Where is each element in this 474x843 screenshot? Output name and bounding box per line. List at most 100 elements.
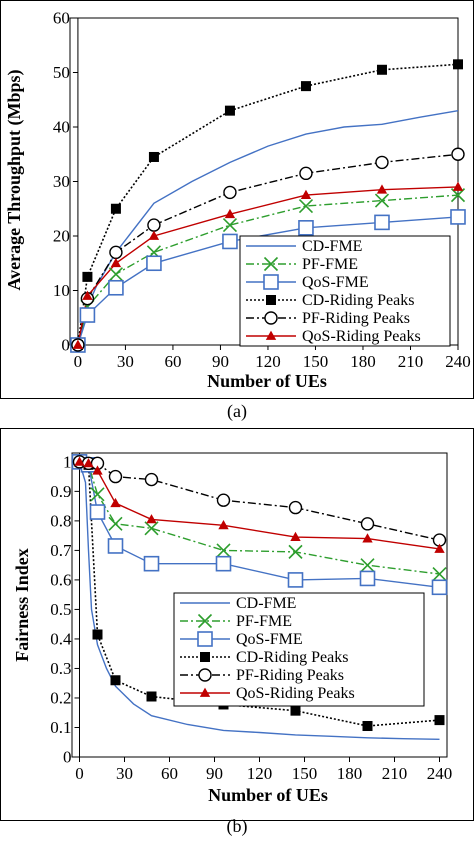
data-point <box>147 218 161 232</box>
data-point <box>218 519 229 530</box>
x-tick-label: 90 <box>212 352 229 371</box>
x-tick-label: 60 <box>161 764 178 783</box>
x-tick-label: 150 <box>303 352 329 371</box>
x-tick-label: 210 <box>398 352 424 371</box>
data-point <box>92 629 103 640</box>
data-point <box>434 543 445 553</box>
y-tick-label: 0.1 <box>50 718 71 737</box>
data-point <box>375 155 389 170</box>
data-point <box>376 184 388 194</box>
data-point <box>108 469 123 484</box>
data-point <box>110 675 121 686</box>
series-line <box>77 186 459 346</box>
x-tick-label: 30 <box>117 352 134 371</box>
chart-panel-a: 0 10 20 30 40 50 60 0 30 60 90 120 150 180 210 240 Numb… <box>0 0 474 399</box>
y-tick-label: 10 <box>53 281 70 300</box>
data-point <box>374 214 390 231</box>
y-tick-label: 50 <box>53 63 70 82</box>
data-point <box>109 245 123 260</box>
data-point <box>143 555 160 572</box>
data-point <box>215 555 232 572</box>
x-axis-label: Number of UEs <box>208 785 328 805</box>
y-tick-label: 0.2 <box>50 688 71 707</box>
legend-swatch-marker <box>265 330 277 340</box>
x-tick-label: 120 <box>247 764 273 783</box>
caption-b: (b) <box>227 816 248 837</box>
data-point <box>452 181 464 191</box>
legend-entry-label: CD-Riding Peaks <box>236 649 348 666</box>
legend-swatch-marker <box>200 652 210 662</box>
data-point <box>148 230 160 240</box>
legend-entry-label: PF-FME <box>302 256 358 273</box>
series-line <box>79 461 440 550</box>
data-point <box>108 279 124 296</box>
y-tick-label: 0 <box>63 748 72 767</box>
y-tick-label: 20 <box>53 227 70 246</box>
data-point <box>362 721 373 732</box>
y-tick-label: 0.9 <box>50 482 71 501</box>
data-point <box>360 558 375 573</box>
x-tick-label: 150 <box>292 764 318 783</box>
legend-swatch-marker <box>199 687 211 697</box>
x-tick-label: 210 <box>382 764 408 783</box>
x-axis-label: Number of UEs <box>207 371 327 391</box>
data-point <box>79 307 96 323</box>
data-point <box>82 290 93 300</box>
series-line <box>77 153 459 346</box>
y-tick-label: 0.6 <box>50 570 71 589</box>
y-tick-label: 30 <box>53 172 70 191</box>
legend-entry-label: PF-Riding Peaks <box>302 310 410 327</box>
data-point <box>223 185 237 200</box>
y-tick-label: 0.4 <box>50 629 72 648</box>
legend-swatch-marker <box>264 311 278 325</box>
data-point <box>360 517 375 531</box>
x-tick-label: 90 <box>206 764 223 783</box>
data-point <box>299 166 313 181</box>
data-point <box>224 105 235 116</box>
data-point <box>432 566 447 582</box>
data-point <box>92 465 103 475</box>
y-tick-label: 0.7 <box>50 541 72 560</box>
data-point <box>288 544 303 559</box>
data-point <box>72 339 84 349</box>
data-point <box>82 271 93 282</box>
y-tick-label: 0.5 <box>50 600 71 619</box>
legend-swatch-marker <box>197 631 213 647</box>
data-point <box>453 59 463 70</box>
data-point <box>224 208 236 219</box>
legend-swatch-marker <box>198 668 212 682</box>
series-line <box>79 461 440 541</box>
legend-entry-label: PF-FME <box>236 613 292 630</box>
series-line <box>79 461 440 588</box>
plot-layer: 0 10 20 30 40 50 60 0 30 60 90 120 150 180 210 240 <box>53 9 471 372</box>
legend-box <box>239 235 451 347</box>
caption-a: (a) <box>227 401 247 422</box>
legend-entry-label: CD-FME <box>302 238 362 255</box>
y-tick-label: 0 <box>61 336 70 355</box>
data-point <box>89 504 106 520</box>
data-point <box>359 570 376 587</box>
data-point <box>108 516 123 531</box>
legend-entry-label: QoS-FME <box>236 631 303 648</box>
x-tick-label: 180 <box>350 352 376 371</box>
data-point <box>144 521 159 536</box>
data-point <box>146 255 162 272</box>
data-point <box>144 472 159 487</box>
data-point <box>287 572 304 588</box>
legend-entry-label: QoS-Riding Peaks <box>236 685 355 702</box>
data-point <box>290 531 301 542</box>
data-point <box>376 64 387 75</box>
series-line <box>77 194 459 346</box>
legend-swatch-marker <box>263 274 279 290</box>
legend-swatch-marker <box>263 256 279 272</box>
data-point <box>434 715 445 726</box>
data-point <box>110 203 121 214</box>
legend-box <box>173 592 425 707</box>
data-point <box>451 147 465 161</box>
x-tick-label: 0 <box>74 352 83 371</box>
x-tick-label: 240 <box>427 764 453 783</box>
